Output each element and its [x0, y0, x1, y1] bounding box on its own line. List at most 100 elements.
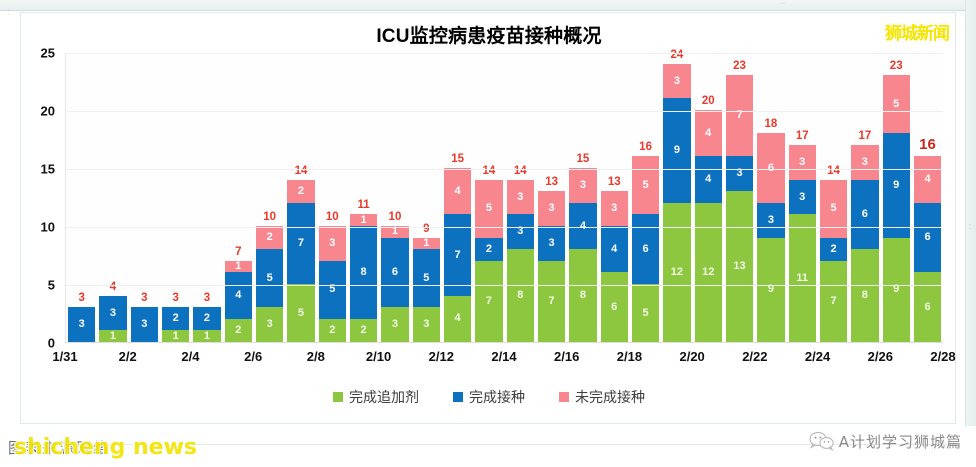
bar-segment[interactable]: 3: [129, 307, 159, 342]
bar-segment[interactable]: 11: [787, 214, 817, 342]
bar-segment[interactable]: 1: [411, 237, 441, 250]
legend-item[interactable]: 完成追加剂: [333, 387, 419, 407]
bar-segment[interactable]: 12: [693, 202, 723, 342]
bar-segment[interactable]: 5: [411, 249, 441, 308]
bar-column[interactable]: 16 4 6 6: [912, 52, 943, 342]
bar-segment[interactable]: 4: [442, 295, 473, 342]
bar-segment[interactable]: 6: [912, 202, 943, 273]
bar-segment[interactable]: 8: [850, 249, 880, 342]
bar-column[interactable]: 13 3 3 7: [536, 52, 567, 342]
bar-segment[interactable]: 1: [223, 261, 253, 273]
bar-segment[interactable]: 12: [662, 202, 692, 342]
bar-segment[interactable]: 4: [693, 110, 723, 157]
bar-segment[interactable]: 4: [568, 202, 598, 250]
bar-segment[interactable]: 3: [254, 307, 285, 342]
bar-column[interactable]: 14 5 2 7: [473, 52, 504, 342]
bar-segment[interactable]: 3: [505, 179, 535, 215]
bar-segment[interactable]: 2: [474, 237, 504, 261]
bar-segment[interactable]: 7: [536, 260, 567, 342]
bar-segment[interactable]: 1: [98, 330, 128, 342]
bar-segment[interactable]: 2: [192, 307, 222, 331]
bar-segment[interactable]: 1: [160, 330, 191, 342]
bar-segment[interactable]: 3: [411, 307, 441, 342]
bar-segment[interactable]: 6: [380, 237, 410, 308]
bar-segment[interactable]: 7: [818, 260, 849, 342]
bar-segment[interactable]: 5: [630, 284, 661, 342]
bar-segment[interactable]: 3: [787, 179, 817, 215]
bar-segment[interactable]: 2: [317, 318, 347, 342]
bar-segment[interactable]: 7: [724, 75, 755, 157]
bar-segment[interactable]: 4: [599, 226, 629, 273]
bar-column[interactable]: 23 5 9 9: [881, 52, 912, 342]
bar-segment[interactable]: 7: [474, 260, 504, 342]
bar-segment[interactable]: 8: [568, 249, 598, 342]
bar-segment[interactable]: 7: [286, 202, 316, 284]
bar-column[interactable]: 11 1 8 2: [348, 52, 379, 342]
bar-segment[interactable]: 5: [881, 75, 911, 134]
bar-column[interactable]: 14 3 3 8: [505, 52, 536, 342]
bar-column[interactable]: 14 2 7 5: [285, 52, 316, 342]
bar-column[interactable]: 17 3 6 8: [849, 52, 880, 342]
bar-column[interactable]: 24 3 9 12: [661, 49, 692, 342]
bar-segment[interactable]: 5: [474, 179, 504, 238]
bar-segment[interactable]: 4: [693, 156, 723, 203]
bar-segment[interactable]: 5: [254, 249, 285, 308]
bar-column[interactable]: 10 1 6 3: [379, 52, 410, 342]
bar-segment[interactable]: 3: [380, 307, 410, 342]
bar-segment[interactable]: 1: [192, 330, 222, 342]
bar-segment[interactable]: 6: [912, 272, 943, 342]
legend-item[interactable]: 完成接种: [453, 387, 525, 407]
bar-segment[interactable]: 4: [223, 272, 253, 319]
bar-segment[interactable]: 3: [662, 63, 692, 99]
bar-column[interactable]: 17 3 3 11: [787, 52, 818, 342]
legend-item[interactable]: 未完成接种: [559, 387, 645, 407]
window-grip-handle-right[interactable]: ⁚: [969, 225, 971, 231]
bar-segment[interactable]: 2: [818, 237, 849, 261]
bar-segment[interactable]: 3: [317, 226, 347, 261]
bar-segment[interactable]: 4: [912, 156, 943, 203]
bar-column[interactable]: 14 5 2 7: [818, 52, 849, 342]
bar-segment[interactable]: 3: [724, 156, 755, 192]
bar-segment[interactable]: 6: [850, 179, 880, 250]
bar-column[interactable]: 15 3 4 8: [567, 52, 598, 342]
bar-segment[interactable]: 5: [286, 284, 316, 342]
bar-segment[interactable]: 2: [286, 179, 316, 203]
bar-segment[interactable]: 1: [348, 214, 379, 227]
bar-segment[interactable]: 3: [599, 191, 629, 227]
bar-segment[interactable]: 3: [850, 144, 880, 180]
bar-column[interactable]: 20 4 4 12: [693, 52, 724, 342]
bar-segment[interactable]: 9: [756, 237, 786, 342]
bar-segment[interactable]: 8: [348, 226, 379, 319]
bar-segment[interactable]: 3: [787, 144, 817, 180]
bar-segment[interactable]: 5: [317, 260, 347, 319]
bar-segment[interactable]: 3: [756, 202, 786, 238]
bar-column[interactable]: 10 2 5 3: [254, 52, 285, 342]
bar-column[interactable]: 18 6 3 9: [755, 52, 786, 342]
bar-segment[interactable]: 3: [67, 307, 97, 342]
bar-segment[interactable]: 3: [536, 226, 567, 261]
bar-segment[interactable]: 6: [599, 272, 629, 342]
bar-segment[interactable]: 9: [881, 133, 911, 238]
bar-column[interactable]: 7 1 4 2: [223, 52, 254, 342]
bar-segment[interactable]: 5: [818, 179, 849, 238]
bar-segment[interactable]: 9: [881, 237, 911, 342]
bar-segment[interactable]: 3: [568, 168, 598, 203]
bar-column[interactable]: 23 7 3 13: [724, 52, 755, 342]
bar-segment[interactable]: 2: [223, 318, 253, 342]
bar-column[interactable]: 16 5 6 5: [630, 52, 661, 342]
window-grip-handle[interactable]: ⋯: [780, 1, 787, 7]
bar-segment[interactable]: 6: [630, 214, 661, 284]
bar-segment[interactable]: 4: [442, 168, 473, 215]
bar-segment[interactable]: 13: [724, 191, 755, 342]
bar-segment[interactable]: 8: [505, 249, 535, 342]
bar-column[interactable]: 10 3 5 2: [317, 52, 348, 342]
bar-segment[interactable]: 3: [98, 295, 128, 331]
bar-column[interactable]: 13 3 4 6: [599, 52, 630, 342]
bar-segment[interactable]: 9: [662, 98, 692, 203]
